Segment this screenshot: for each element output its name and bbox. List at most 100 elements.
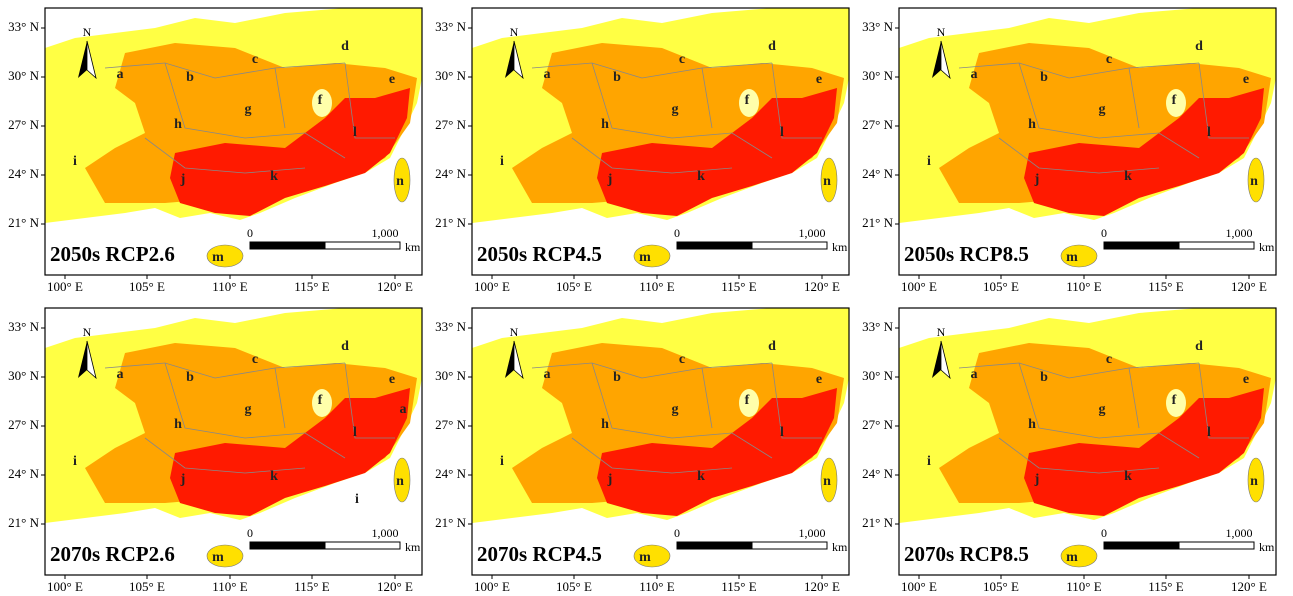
suitability-high xyxy=(597,88,837,216)
lon-tick-label: 120° E xyxy=(804,279,840,294)
lat-tick-label: 33° N xyxy=(8,19,39,34)
map-panel: N 33° N 30° N 27° N 24° N 21° N 100° E 105° E 11… xyxy=(435,7,850,294)
suitability-high xyxy=(597,388,837,516)
panel-title: 2050s RCP8.5 xyxy=(904,242,1029,266)
lon-tick-label: 110° E xyxy=(1066,279,1101,294)
lat-tick-label: 27° N xyxy=(8,417,39,432)
map-frame xyxy=(471,7,850,276)
region-label: d xyxy=(1195,339,1203,354)
region-label: m xyxy=(1066,550,1078,565)
lon-tick-label: 115° E xyxy=(1148,279,1183,294)
panel-title: 2050s RCP4.5 xyxy=(477,242,602,266)
lat-tick-label: 24° N xyxy=(862,466,893,481)
lat-tick-label: 33° N xyxy=(862,319,893,334)
scale-start: 0 xyxy=(1101,526,1107,540)
scale-unit: km xyxy=(1259,540,1275,554)
north-arrow xyxy=(78,341,87,378)
region-label: n xyxy=(1250,474,1258,489)
province-borders xyxy=(958,362,1249,474)
lon-tick-label: 110° E xyxy=(639,579,674,594)
lat-tick-label: 24° N xyxy=(8,466,39,481)
lon-tick-label: 120° E xyxy=(377,579,413,594)
lat-tick-label: 30° N xyxy=(435,368,466,383)
region-label: a xyxy=(544,367,551,382)
panel-title-bg xyxy=(901,538,1051,572)
suitability-high xyxy=(1024,388,1264,516)
north-label: N xyxy=(937,325,946,339)
region-label: h xyxy=(601,417,609,432)
region-label: e xyxy=(1243,72,1249,87)
scale-start: 0 xyxy=(247,226,253,240)
north-arrow xyxy=(505,341,514,378)
high-altitude-lake xyxy=(1166,389,1186,417)
lon-tick-label: 105° E xyxy=(983,579,1019,594)
scale-start: 0 xyxy=(1101,226,1107,240)
region-label: g xyxy=(1099,402,1106,417)
scale-bar-black xyxy=(1103,541,1180,550)
scale-bar-black xyxy=(1103,241,1180,250)
region-label: d xyxy=(1195,39,1203,54)
region-label: a xyxy=(544,67,551,82)
taiwan-island xyxy=(393,457,411,503)
hainan-island xyxy=(1060,544,1098,568)
lat-tick-label: 21° N xyxy=(8,515,39,530)
lat-tick-label: 27° N xyxy=(435,117,466,132)
map-frame xyxy=(471,307,850,576)
region-label: a xyxy=(971,67,978,82)
region-label: n xyxy=(823,474,831,489)
region-label: l xyxy=(353,425,357,440)
lat-tick-label: 24° N xyxy=(435,466,466,481)
high-altitude-lake xyxy=(739,389,759,417)
scale-bar-white xyxy=(324,541,401,550)
lat-tick-label: 33° N xyxy=(435,19,466,34)
region-label: a xyxy=(117,367,124,382)
map-frame xyxy=(898,7,1277,276)
lat-tick-label: 27° N xyxy=(8,117,39,132)
map-panel: N 33° N 30° N 27° N 24° N 21° N 100° E 105° E 11… xyxy=(435,307,850,594)
scale-bar-white xyxy=(751,241,828,250)
region-label: j xyxy=(180,172,186,187)
region-label: a xyxy=(971,367,978,382)
lat-tick-label: 27° N xyxy=(862,417,893,432)
scale-bar-white xyxy=(1178,541,1255,550)
taiwan-island xyxy=(820,157,838,203)
map-panel: N 33° N 30° N 27° N 24° N 21° N 100° E 105° E 11… xyxy=(862,7,1277,294)
taiwan-island xyxy=(1247,457,1265,503)
region-label: l xyxy=(353,125,357,140)
region-label: m xyxy=(212,550,224,565)
scale-bar-black xyxy=(249,241,326,250)
panel-title-bg xyxy=(474,538,624,572)
north-arrow xyxy=(932,341,941,378)
north-label: N xyxy=(510,325,519,339)
hainan-island xyxy=(633,544,671,568)
lon-tick-label: 100° E xyxy=(474,279,510,294)
panel-title: 2070s RCP2.6 xyxy=(50,542,175,566)
region-label: c xyxy=(679,52,685,67)
region-label: i xyxy=(73,454,77,469)
region-label: k xyxy=(1124,169,1132,184)
region-label: k xyxy=(697,169,705,184)
region-label: f xyxy=(318,393,323,408)
lon-tick-label: 120° E xyxy=(1231,279,1267,294)
region-label: f xyxy=(318,93,323,108)
scale-end: 1,000 xyxy=(1226,526,1253,540)
region-label: e xyxy=(1243,372,1249,387)
lon-tick-label: 120° E xyxy=(804,579,840,594)
region-label: g xyxy=(672,102,679,117)
scale-end: 1,000 xyxy=(799,226,826,240)
scale-end: 1,000 xyxy=(372,526,399,540)
region-label: e xyxy=(389,372,395,387)
region-label: b xyxy=(613,70,621,85)
north-label: N xyxy=(83,325,92,339)
region-label: n xyxy=(823,174,831,189)
map-panel: N 33° N 30° N 27° N 24° N 21° N 100° E 105° E 11… xyxy=(862,307,1277,594)
lat-tick-label: 24° N xyxy=(8,166,39,181)
region-label: h xyxy=(1028,417,1036,432)
lon-tick-label: 100° E xyxy=(47,579,83,594)
region-label: k xyxy=(697,469,705,484)
lon-tick-label: 105° E xyxy=(129,279,165,294)
lon-tick-label: 110° E xyxy=(1066,579,1101,594)
scale-start: 0 xyxy=(247,526,253,540)
lat-tick-label: 30° N xyxy=(8,68,39,83)
